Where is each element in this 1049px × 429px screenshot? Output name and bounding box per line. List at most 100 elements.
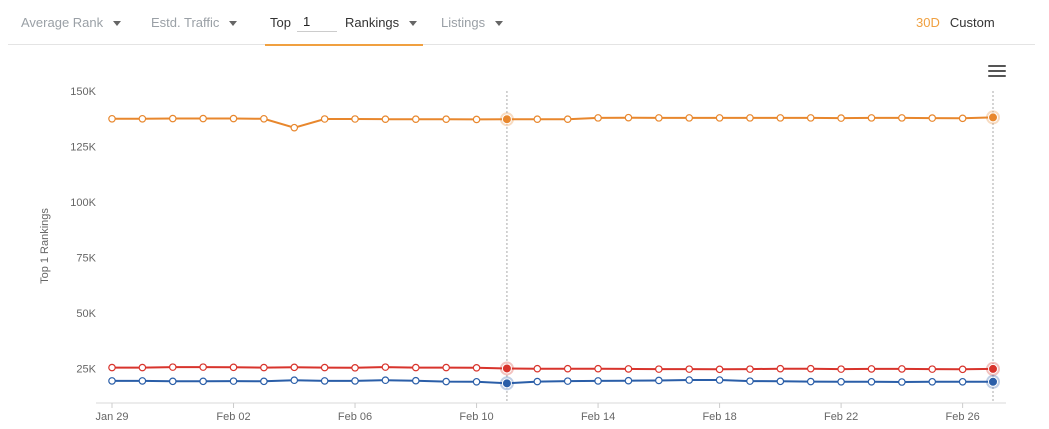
data-point[interactable] <box>260 363 268 372</box>
data-point[interactable] <box>290 363 299 372</box>
tab-listings[interactable]: Listings <box>441 0 504 44</box>
data-point[interactable] <box>138 377 147 385</box>
data-point[interactable] <box>958 377 967 386</box>
data-point[interactable] <box>594 114 602 122</box>
data-point[interactable] <box>411 376 420 385</box>
data-point[interactable] <box>381 363 390 371</box>
data-point[interactable] <box>411 115 420 124</box>
data-point[interactable] <box>168 363 177 371</box>
data-point[interactable] <box>199 114 207 123</box>
data-point[interactable] <box>199 363 207 371</box>
data-point-highlighted[interactable] <box>501 378 512 389</box>
data-point[interactable] <box>320 377 329 385</box>
data-point[interactable] <box>867 365 876 373</box>
data-point[interactable] <box>624 365 633 373</box>
data-point[interactable] <box>229 363 238 372</box>
data-point[interactable] <box>381 376 390 385</box>
data-point[interactable] <box>928 377 937 386</box>
data-point[interactable] <box>138 363 147 372</box>
data-point[interactable] <box>108 114 116 123</box>
data-point[interactable] <box>715 114 724 122</box>
data-point[interactable] <box>199 377 207 386</box>
tab-top-rankings[interactable]: Top Rankings <box>265 0 423 46</box>
data-point[interactable] <box>928 114 937 122</box>
data-point[interactable] <box>533 364 542 373</box>
data-point[interactable] <box>472 115 481 124</box>
data-point[interactable] <box>108 363 116 372</box>
data-point[interactable] <box>624 376 633 385</box>
chart-menu-icon[interactable] <box>988 65 1006 79</box>
data-point[interactable] <box>290 376 299 385</box>
data-point[interactable] <box>958 114 967 123</box>
data-point[interactable] <box>655 365 663 373</box>
data-point[interactable] <box>806 377 815 386</box>
data-point[interactable] <box>260 114 268 123</box>
data-point[interactable] <box>806 364 815 373</box>
tab-average-rank[interactable]: Average Rank <box>21 0 122 44</box>
data-point[interactable] <box>594 364 602 373</box>
chevron-down-icon[interactable] <box>495 21 504 26</box>
data-point[interactable] <box>442 363 450 372</box>
data-point[interactable] <box>867 377 876 386</box>
data-point[interactable] <box>351 115 359 123</box>
chevron-down-icon[interactable] <box>229 21 238 26</box>
data-point[interactable] <box>776 364 785 373</box>
data-point[interactable] <box>320 115 329 123</box>
data-point-highlighted[interactable] <box>501 363 512 374</box>
data-point[interactable] <box>290 123 299 132</box>
data-point[interactable] <box>715 376 724 384</box>
chevron-down-icon[interactable] <box>409 21 418 26</box>
data-point[interactable] <box>776 114 785 122</box>
data-point-highlighted[interactable] <box>988 376 998 387</box>
data-point[interactable] <box>168 114 177 123</box>
data-point[interactable] <box>655 114 663 122</box>
data-point[interactable] <box>837 365 845 373</box>
range-custom-button[interactable]: Custom <box>949 14 995 30</box>
data-point[interactable] <box>958 365 967 374</box>
data-point[interactable] <box>685 114 694 122</box>
data-point[interactable] <box>746 365 754 373</box>
data-point[interactable] <box>837 114 845 122</box>
data-point[interactable] <box>898 114 906 122</box>
data-point[interactable] <box>563 364 572 373</box>
data-point[interactable] <box>746 114 754 122</box>
data-point-highlighted[interactable] <box>988 112 998 123</box>
data-point[interactable] <box>229 114 238 123</box>
chevron-down-icon[interactable] <box>113 21 122 26</box>
data-point[interactable] <box>928 365 937 373</box>
tab-estd-traffic[interactable]: Estd. Traffic <box>151 0 238 44</box>
data-point[interactable] <box>229 377 238 385</box>
data-point[interactable] <box>655 376 663 385</box>
data-point[interactable] <box>837 377 845 386</box>
data-point[interactable] <box>898 365 906 373</box>
data-point[interactable] <box>533 115 542 124</box>
data-point[interactable] <box>898 378 906 386</box>
data-point[interactable] <box>563 377 572 385</box>
data-point[interactable] <box>594 377 602 385</box>
data-point[interactable] <box>108 377 116 385</box>
data-point[interactable] <box>746 377 754 385</box>
data-point[interactable] <box>351 377 359 385</box>
data-point[interactable] <box>806 114 815 122</box>
data-point[interactable] <box>624 113 633 122</box>
data-point[interactable] <box>533 377 542 386</box>
data-point[interactable] <box>411 363 420 372</box>
data-point[interactable] <box>442 115 450 124</box>
data-point[interactable] <box>685 365 694 373</box>
data-point-highlighted[interactable] <box>988 363 998 374</box>
data-point[interactable] <box>472 377 481 386</box>
data-point[interactable] <box>320 363 329 372</box>
data-point[interactable] <box>168 377 177 386</box>
data-point[interactable] <box>563 115 572 124</box>
data-point[interactable] <box>685 376 694 384</box>
data-point-highlighted[interactable] <box>501 114 512 125</box>
data-point[interactable] <box>351 363 359 372</box>
data-point[interactable] <box>442 377 450 386</box>
top-n-input[interactable] <box>296 12 337 32</box>
data-point[interactable] <box>867 114 876 122</box>
data-point[interactable] <box>138 114 147 123</box>
range-30d-button[interactable]: 30D <box>916 14 940 30</box>
data-point[interactable] <box>381 115 390 124</box>
data-point[interactable] <box>472 363 481 372</box>
data-point[interactable] <box>776 377 785 386</box>
